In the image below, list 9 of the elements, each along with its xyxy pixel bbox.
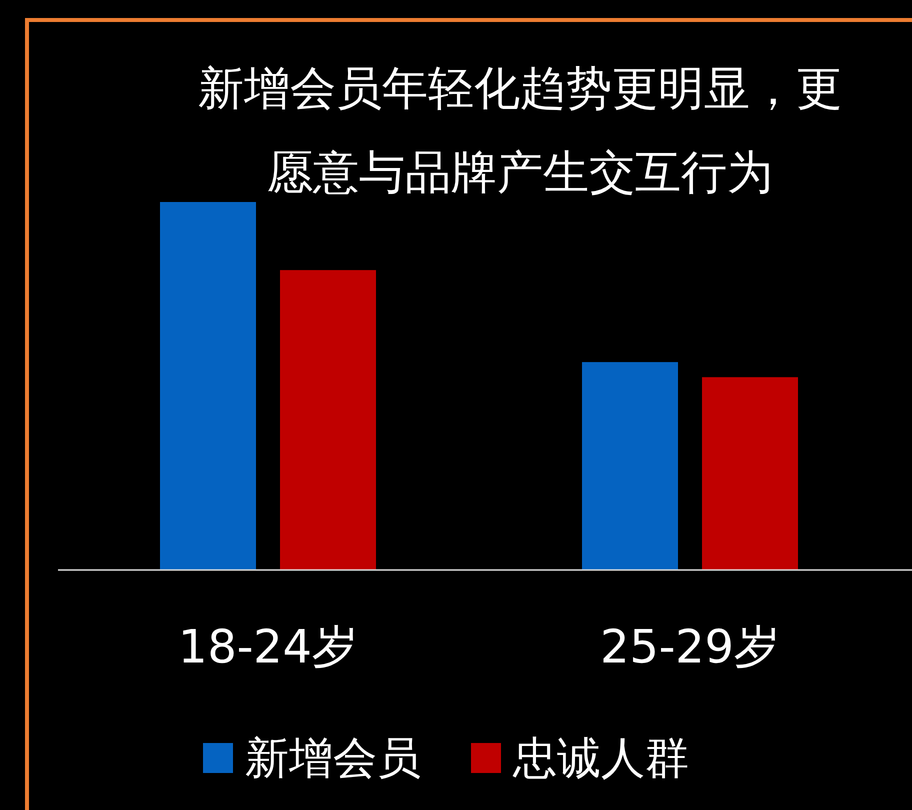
chart-title: 新增会员年轻化趋势更明显，更愿意与品牌产生交互行为 <box>198 61 842 199</box>
bar <box>160 202 256 570</box>
bar <box>280 270 376 570</box>
legend-label: 新增会员 <box>245 733 421 784</box>
bar <box>702 377 798 570</box>
bar <box>582 362 678 570</box>
legend-label: 忠诚人群 <box>512 733 689 784</box>
x-tick-label: 18-24岁 <box>178 620 358 674</box>
x-tick-label: 25-29岁 <box>600 620 780 674</box>
